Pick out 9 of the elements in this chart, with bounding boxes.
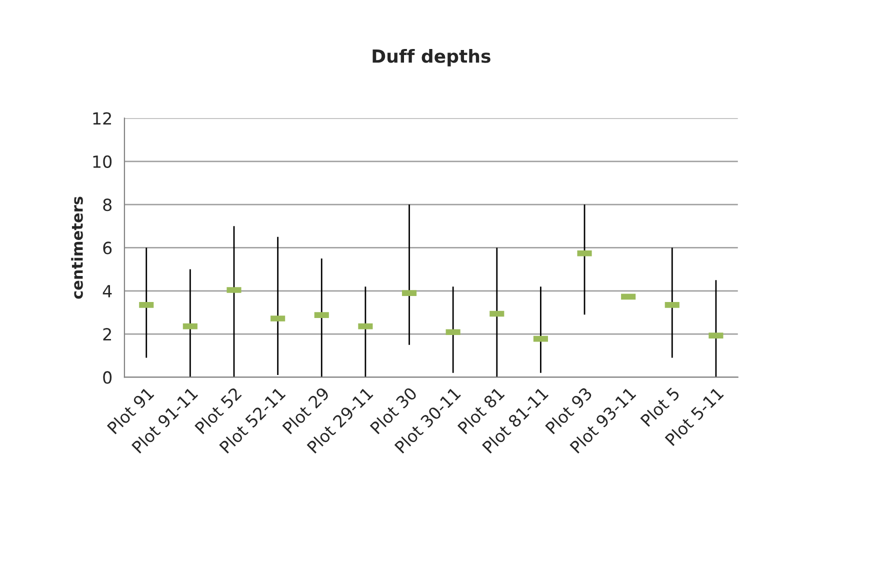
chart-title: Duff depths — [372, 48, 490, 66]
y-tick-label: 12 — [93, 112, 111, 125]
y-tick-label: 0 — [103, 371, 112, 384]
y-tick-label: 4 — [102, 285, 112, 298]
y-tick-label: 6 — [103, 242, 112, 254]
y-tick-label: 2 — [103, 328, 111, 340]
y-axis-title: centimeters — [71, 196, 83, 299]
y-tick-label: 10 — [93, 155, 112, 168]
y-tick-label: 8 — [103, 198, 112, 212]
